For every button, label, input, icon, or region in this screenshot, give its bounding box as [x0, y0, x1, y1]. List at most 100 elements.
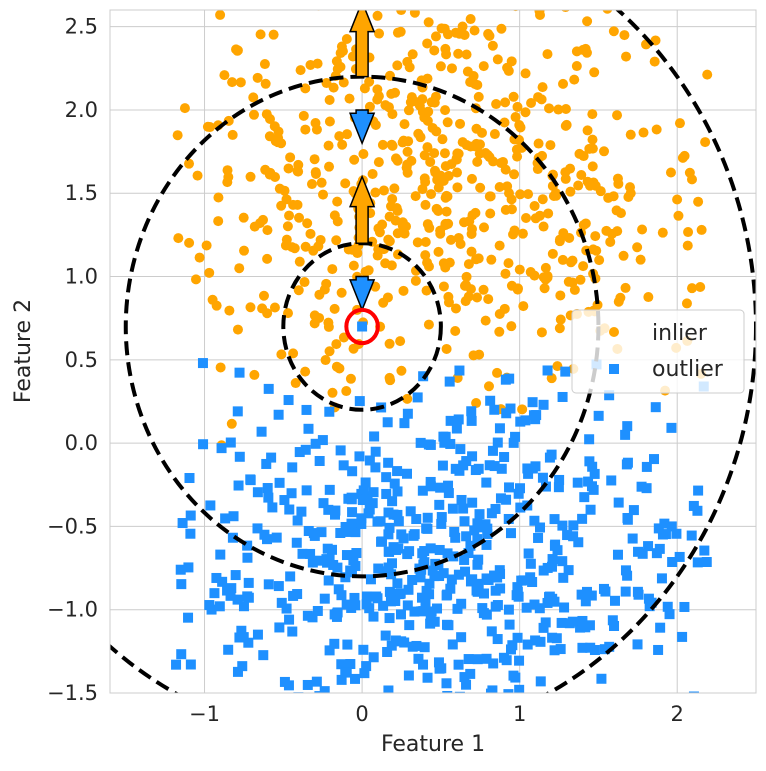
point-outlier	[593, 410, 604, 421]
point-inlier	[249, 369, 260, 380]
point-outlier	[482, 528, 493, 539]
point-inlier	[615, 292, 626, 303]
point-inlier	[248, 109, 259, 120]
point-outlier	[461, 531, 472, 542]
point-outlier	[535, 676, 546, 687]
point-outlier	[261, 458, 272, 469]
point-outlier	[227, 532, 238, 543]
point-outlier	[421, 585, 432, 596]
point-inlier	[300, 124, 311, 135]
point-outlier	[314, 691, 325, 693]
point-inlier	[261, 109, 272, 120]
point-inlier	[538, 221, 549, 232]
point-outlier	[302, 679, 313, 690]
point-outlier	[216, 443, 227, 454]
point-inlier	[336, 287, 347, 298]
point-inlier	[693, 196, 704, 207]
point-outlier	[465, 668, 476, 679]
point-outlier	[562, 530, 573, 541]
point-outlier	[209, 588, 220, 599]
point-outlier	[369, 431, 380, 442]
point-outlier	[641, 461, 652, 472]
point-inlier	[571, 61, 582, 72]
point-outlier	[357, 494, 368, 505]
point-inlier	[637, 224, 648, 235]
point-outlier	[185, 510, 196, 521]
point-outlier	[204, 600, 215, 611]
point-inlier	[281, 194, 292, 205]
point-inlier	[478, 61, 489, 72]
point-outlier	[653, 523, 664, 534]
point-inlier	[484, 30, 495, 41]
point-inlier	[555, 314, 566, 325]
point-outlier	[559, 602, 570, 613]
point-inlier	[485, 208, 496, 219]
point-inlier	[334, 363, 345, 374]
point-outlier	[258, 650, 269, 661]
point-inlier	[423, 319, 434, 330]
point-outlier	[443, 488, 454, 499]
point-outlier	[586, 481, 597, 492]
point-inlier	[480, 315, 491, 326]
point-inlier	[245, 171, 256, 182]
point-inlier	[555, 290, 566, 301]
point-inlier	[494, 240, 505, 251]
point-outlier	[451, 423, 462, 434]
point-inlier	[402, 393, 413, 404]
point-outlier	[360, 477, 371, 488]
point-outlier	[486, 508, 497, 519]
point-outlier	[505, 528, 516, 539]
point-inlier	[224, 305, 235, 316]
point-inlier	[403, 105, 414, 116]
point-outlier	[450, 463, 461, 474]
point-outlier	[544, 452, 555, 463]
point-outlier	[396, 636, 407, 647]
point-inlier	[673, 210, 684, 221]
point-outlier	[361, 661, 372, 672]
point-outlier	[473, 463, 484, 474]
point-outlier	[279, 495, 290, 506]
point-outlier	[644, 601, 655, 612]
point-outlier	[461, 456, 472, 467]
point-outlier	[423, 439, 434, 450]
point-outlier	[415, 572, 426, 583]
point-outlier	[477, 603, 488, 614]
point-inlier	[563, 276, 574, 287]
y-axis-label: Feature 2	[11, 299, 36, 403]
point-outlier	[340, 521, 351, 532]
point-inlier	[651, 124, 662, 135]
point-outlier	[633, 589, 644, 600]
point-inlier	[341, 386, 352, 397]
point-outlier	[419, 557, 430, 568]
point-inlier	[324, 116, 335, 127]
point-inlier	[420, 199, 431, 210]
point-inlier	[683, 227, 694, 238]
point-outlier	[341, 550, 352, 561]
point-outlier	[525, 572, 536, 583]
point-inlier	[461, 49, 472, 60]
point-outlier	[230, 570, 241, 581]
point-inlier	[272, 137, 283, 148]
point-outlier	[319, 593, 330, 604]
point-inlier	[665, 167, 676, 178]
point-inlier	[649, 56, 660, 67]
point-outlier	[409, 606, 420, 617]
point-outlier	[472, 534, 483, 545]
point-outlier	[473, 578, 484, 589]
point-outlier	[368, 652, 379, 663]
point-inlier	[215, 362, 226, 373]
point-inlier	[435, 225, 446, 236]
point-outlier	[507, 640, 518, 651]
point-outlier	[514, 684, 525, 693]
point-outlier	[319, 686, 330, 693]
point-outlier	[494, 565, 505, 576]
point-outlier	[580, 596, 591, 607]
point-outlier	[376, 536, 387, 547]
point-outlier	[214, 601, 225, 612]
point-outlier	[338, 460, 349, 471]
point-outlier	[557, 391, 568, 402]
point-outlier	[354, 451, 365, 462]
point-inlier	[327, 264, 338, 275]
point-outlier	[407, 574, 418, 585]
point-inlier	[514, 264, 525, 275]
